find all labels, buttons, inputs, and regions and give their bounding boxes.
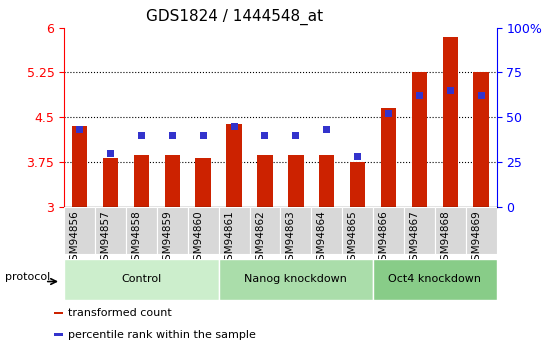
Bar [126,207,157,254]
Bar [103,158,118,207]
Text: Control: Control [121,275,161,284]
Bar [195,158,211,207]
Text: GSM94862: GSM94862 [255,211,265,267]
Bar [288,155,304,207]
Text: GSM94859: GSM94859 [162,211,172,267]
Text: GSM94869: GSM94869 [471,211,481,267]
Bar [107,150,114,157]
Bar [373,207,404,254]
Text: GSM94863: GSM94863 [286,211,296,267]
Bar [280,207,311,254]
Bar [64,259,219,300]
Bar [64,207,95,254]
Bar [473,72,489,207]
Bar [350,162,365,207]
Text: GSM94866: GSM94866 [378,211,388,267]
Bar [76,126,83,134]
Bar [435,207,466,254]
Bar [442,37,458,207]
Bar [230,123,238,130]
Bar [354,153,361,160]
Bar [404,207,435,254]
Text: GSM94868: GSM94868 [440,211,450,267]
Bar [200,132,206,139]
Bar [381,108,396,207]
Text: transformed count: transformed count [68,308,172,318]
Text: GSM94860: GSM94860 [193,211,203,267]
Bar [169,132,176,139]
Bar [342,207,373,254]
Bar [219,207,249,254]
Bar [319,155,334,207]
Bar [165,155,180,207]
Bar [249,207,280,254]
Text: GSM94864: GSM94864 [317,211,327,267]
Bar [262,132,268,139]
Text: Oct4 knockdown: Oct4 knockdown [388,275,482,284]
Bar [416,92,423,99]
Bar [55,312,63,314]
Bar [323,126,330,134]
Bar [138,132,145,139]
Bar [466,207,497,254]
Bar [373,259,497,300]
Bar [95,207,126,254]
Bar [412,72,427,207]
Bar [385,110,392,117]
Bar [257,155,273,207]
Bar [292,132,299,139]
Text: GSM94858: GSM94858 [131,211,141,267]
Text: protocol: protocol [5,273,50,282]
Bar [478,92,485,99]
Bar [187,207,219,254]
Bar [157,207,187,254]
Bar [72,126,88,207]
Bar [219,259,373,300]
Bar [227,125,242,207]
Text: GSM94861: GSM94861 [224,211,234,267]
Text: GDS1824 / 1444548_at: GDS1824 / 1444548_at [146,9,323,25]
Text: percentile rank within the sample: percentile rank within the sample [68,330,256,339]
Bar [447,87,454,94]
Text: Nanog knockdown: Nanog knockdown [244,275,347,284]
Text: GSM94857: GSM94857 [100,211,110,267]
Bar [55,333,63,336]
Bar [134,155,149,207]
Text: GSM94867: GSM94867 [410,211,420,267]
Text: GSM94865: GSM94865 [348,211,358,267]
Text: GSM94856: GSM94856 [70,211,80,267]
Bar [311,207,342,254]
